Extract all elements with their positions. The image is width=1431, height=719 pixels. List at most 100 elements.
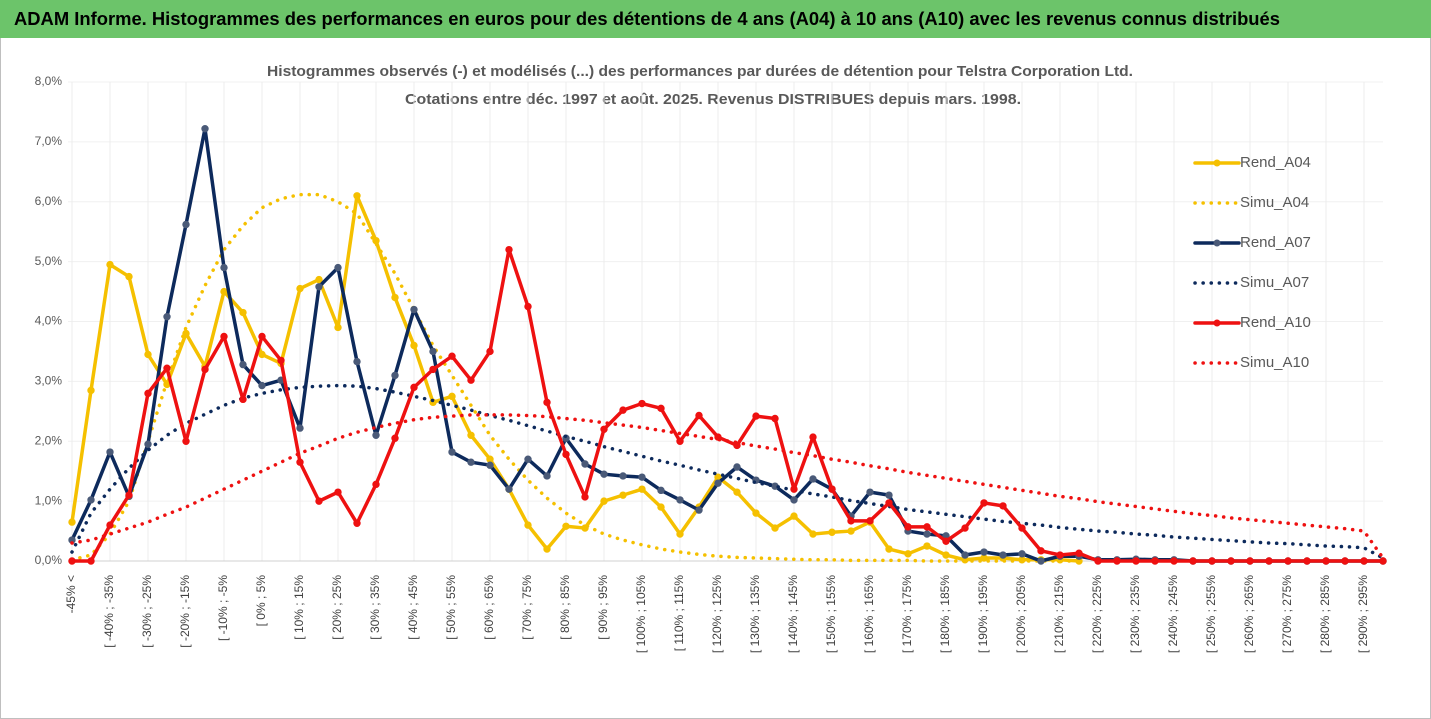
data-point — [980, 554, 988, 562]
data-point — [448, 352, 456, 360]
data-point — [467, 431, 475, 439]
data-point — [1037, 547, 1045, 555]
data-point — [353, 192, 361, 200]
data-point — [125, 491, 133, 499]
data-point — [543, 398, 551, 407]
y-tick-label: 8,0% — [35, 74, 63, 88]
data-point — [524, 302, 532, 311]
data-point — [771, 524, 779, 532]
data-point — [562, 522, 570, 530]
data-point — [315, 497, 323, 505]
x-tick-label: [ 230% ; 235% — [1128, 575, 1142, 653]
header-bar — [0, 0, 1431, 38]
data-point — [448, 392, 456, 401]
y-tick-label: 1,0% — [35, 493, 63, 507]
data-point — [600, 470, 608, 478]
data-point — [790, 496, 798, 504]
data-point — [1208, 557, 1216, 565]
x-tick-label: [ 240% ; 245% — [1166, 575, 1180, 653]
data-point — [315, 283, 323, 291]
data-point — [1379, 557, 1387, 565]
data-point — [923, 542, 931, 550]
data-point — [1265, 557, 1273, 565]
x-tick-label: [ 90% ; 95% — [596, 575, 610, 640]
x-tick-label: [ 280% ; 285% — [1318, 575, 1332, 653]
data-point — [68, 557, 76, 565]
data-point — [1113, 557, 1121, 565]
data-point — [657, 486, 665, 495]
data-point — [1227, 557, 1235, 565]
data-point — [486, 347, 494, 356]
data-point — [695, 411, 703, 420]
data-point — [733, 488, 741, 496]
data-point — [524, 521, 532, 529]
x-tick-label: [ 50% ; 55% — [444, 575, 458, 640]
x-tick-label: [ 220% ; 225% — [1090, 575, 1104, 653]
data-point — [847, 517, 855, 525]
data-point — [68, 518, 76, 526]
x-tick-label: [ -10% ; -5% — [216, 575, 230, 641]
chart-subtitle: Cotations entre déc. 1997 et août. 2025.… — [405, 91, 1021, 108]
data-point — [790, 512, 798, 520]
data-point — [201, 365, 209, 374]
x-tick-label: [ 150% ; 155% — [824, 575, 838, 653]
data-point — [1151, 557, 1159, 565]
series-line — [70, 413, 1385, 560]
data-point — [106, 521, 114, 529]
x-tick-label: [ 250% ; 255% — [1204, 575, 1218, 653]
data-point — [1018, 550, 1026, 558]
data-point — [144, 440, 152, 448]
x-tick-label: [ 210% ; 215% — [1052, 575, 1066, 653]
data-point — [87, 496, 95, 504]
legend-label: Rend_A07 — [1240, 234, 1311, 251]
x-tick-label: [ 270% ; 275% — [1280, 575, 1294, 653]
data-point — [239, 360, 247, 369]
data-point — [619, 472, 627, 480]
x-tick-label: [ 40% ; 45% — [406, 575, 420, 640]
x-tick-label: [ 30% ; 35% — [368, 575, 382, 640]
data-point — [334, 323, 342, 332]
data-point — [372, 480, 380, 489]
data-point — [220, 332, 228, 341]
data-point — [847, 527, 855, 535]
data-point — [1246, 557, 1254, 565]
data-point — [581, 493, 589, 501]
data-point — [923, 523, 931, 531]
data-point — [467, 376, 475, 384]
data-point — [296, 424, 304, 432]
data-point — [182, 220, 190, 229]
data-point — [771, 414, 779, 423]
data-point — [942, 537, 950, 545]
data-point — [258, 332, 266, 341]
data-point — [1037, 557, 1045, 565]
y-tick-label: 0,0% — [35, 553, 63, 567]
data-point — [676, 530, 684, 538]
data-point — [163, 313, 171, 321]
x-tick-label: [ 200% ; 205% — [1014, 575, 1028, 653]
data-point — [980, 499, 988, 507]
data-point — [258, 381, 266, 390]
data-point — [87, 386, 95, 395]
data-point — [638, 473, 646, 481]
x-tick-label: [ 290% ; 295% — [1356, 575, 1370, 653]
data-point — [1303, 557, 1311, 565]
legend-marker — [1213, 159, 1221, 167]
chart-title: ADAM Informe. Histogrammes des performan… — [14, 9, 1280, 29]
data-point — [448, 448, 456, 456]
data-point — [885, 491, 893, 499]
data-point — [942, 551, 950, 559]
data-point — [904, 550, 912, 558]
data-point — [562, 450, 570, 459]
x-tick-label: [ 110% ; 115% — [672, 575, 686, 652]
data-point — [904, 523, 912, 531]
data-point — [353, 357, 361, 366]
data-point — [87, 557, 95, 565]
x-tick-label: [ 60% ; 65% — [482, 575, 496, 640]
data-point — [353, 519, 361, 527]
data-point — [239, 308, 247, 317]
data-point — [429, 347, 437, 356]
y-tick-label: 6,0% — [35, 194, 63, 208]
x-tick-label: [ 190% ; 195% — [976, 575, 990, 653]
data-point — [980, 548, 988, 556]
data-point — [144, 350, 152, 359]
